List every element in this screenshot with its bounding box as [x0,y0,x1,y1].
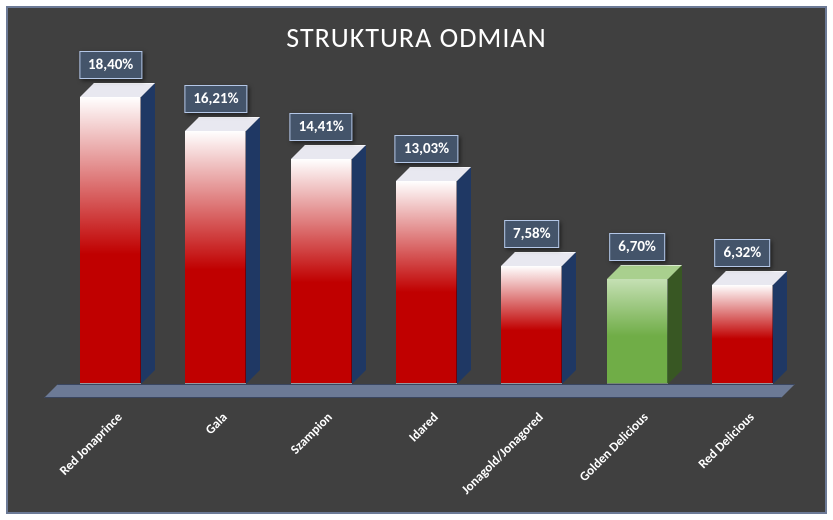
bar [712,285,773,384]
bar-side [246,117,260,384]
bar-front [80,97,141,384]
bar-front [712,285,773,384]
bar-side [773,271,787,384]
value-label: 6,32% [715,239,771,267]
bar [80,97,141,384]
chart-title: STRUKTURA ODMIAN [8,20,825,55]
value-label: 13,03% [395,135,458,163]
bar [607,279,668,384]
bar-slot: 14,41% [291,72,352,384]
bar-side [668,265,682,384]
bar-slot: 6,32% [712,72,773,384]
bar-front [607,279,668,384]
chart-outer: STRUKTURA ODMIAN 18,40% 16,21% 14,41% 13,03… [0,0,833,520]
bar-front [396,181,457,384]
bar-slot: 16,21% [185,72,246,384]
bar-side [352,145,366,384]
value-label: 6,70% [609,233,665,261]
bar-front [501,266,562,384]
bar-slot: 13,03% [396,72,457,384]
value-label: 14,41% [290,113,353,141]
bar-front [185,131,246,384]
bar [291,159,352,384]
value-label: 16,21% [184,85,247,113]
chart-frame: STRUKTURA ODMIAN 18,40% 16,21% 14,41% 13,03… [6,6,827,514]
bar-front [291,159,352,384]
bar-slot: 18,40% [80,72,141,384]
bar [185,131,246,384]
bar [396,181,457,384]
value-label: 7,58% [504,220,560,248]
bar-side [457,167,471,384]
bar-side [141,83,155,384]
bars-container: 18,40% 16,21% 14,41% 13,03% 7,58% 6,70% 6,32% [58,72,795,384]
plot-area: 18,40%16,21%14,41%13,03%7,58%6,70%6,32% … [58,72,795,384]
bar-slot: 7,58% [501,72,562,384]
bar-side [562,252,576,384]
bar [501,266,562,384]
value-label: 18,40% [79,51,142,79]
